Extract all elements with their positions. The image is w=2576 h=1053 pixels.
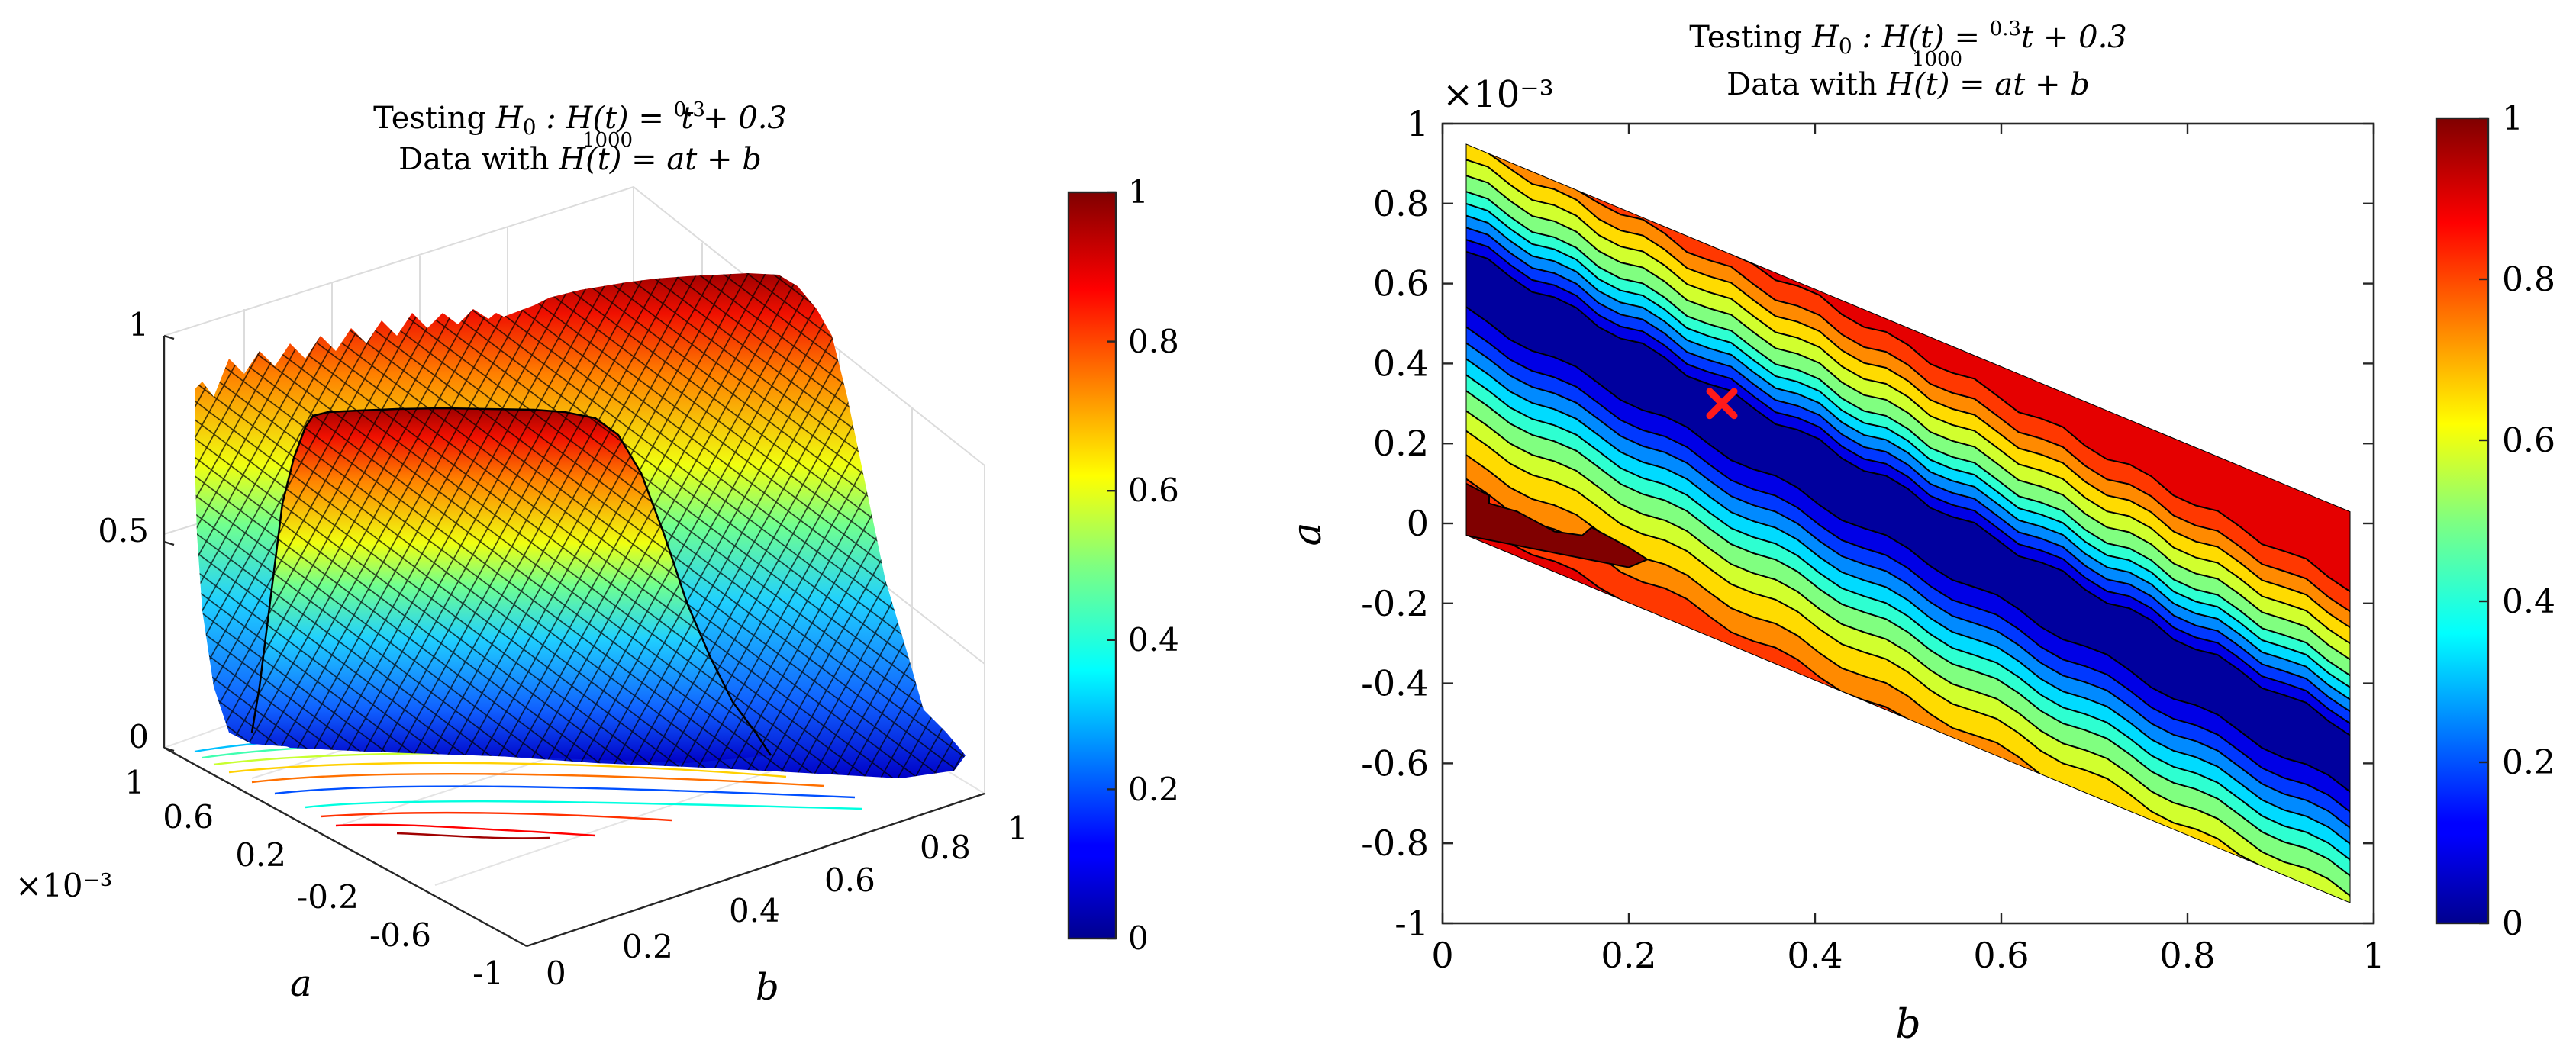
left-title-frac: 0.3	[674, 98, 705, 121]
right-b-axis-label: b	[1895, 1002, 1920, 1048]
left-a-scale-label: ×10⁻³	[15, 867, 113, 904]
left-a-tick-5: -1	[472, 955, 504, 992]
left-b-tick-0: 0	[546, 955, 566, 992]
right-title-mid: : H(t) =	[1852, 20, 1990, 55]
marker-stroke	[1706, 388, 1738, 420]
right-cbar-tick-04: 0.4	[2502, 582, 2555, 621]
left-z-ticks: 1 0.5 0	[98, 306, 149, 755]
right-cbar-tick-0: 0	[2502, 904, 2523, 943]
surface-plot: Testing H0 : H(t) = 0.3 t + 0.3 1000 Dat…	[15, 98, 1179, 1009]
left-b-axis-label: b	[756, 966, 779, 1009]
right-title-frac: 0.3	[1990, 18, 2021, 40]
y-tick-label: 0	[1407, 503, 1429, 544]
right-title-h0-sub: 0	[1839, 34, 1852, 59]
y-tick-label: 1	[1407, 103, 1429, 144]
right-title: Testing H0 : H(t) = 0.3t + 0.3 1000 Data…	[1689, 18, 2126, 102]
left-title-suffix: t + 0.3	[681, 101, 787, 136]
x-tick-label: 0.2	[1601, 935, 1656, 976]
x-tick-label: 1	[2362, 935, 2384, 976]
svg-text:Testing H0 : H(t) = 0.3 t + 0.: Testing H0 : H(t) = 0.3 t + 0.3	[373, 98, 787, 140]
left-title: Testing H0 : H(t) = 0.3 t + 0.3 1000 Dat…	[373, 98, 787, 177]
domain-mask	[1443, 124, 2374, 923]
right-title-frac-den: 1000	[1912, 48, 1962, 71]
x-tick-label: 0.8	[2159, 935, 2215, 976]
left-surface	[195, 273, 966, 778]
right-cbar-tick-08: 0.8	[2502, 260, 2555, 299]
x-tick-label: 0.4	[1787, 935, 1843, 976]
right-subtitle-expr: H(t) = at + b	[1886, 67, 2090, 102]
left-cbar-tick-0: 0	[1128, 919, 1149, 957]
right-a-scale-label: ×10⁻³	[1443, 73, 1554, 116]
y-tick-label: -0.6	[1361, 742, 1429, 784]
right-cbar-tick-02: 0.2	[2502, 743, 2555, 782]
contour-fill	[1443, 124, 2374, 923]
left-a-axis-label: a	[290, 962, 312, 1005]
svg-text:Data with H(t) = at + b: Data with H(t) = at + b	[1726, 67, 2090, 102]
right-subtitle-prefix: Data with	[1726, 67, 1887, 102]
y-tick-label: -0.2	[1361, 583, 1429, 624]
left-colorbar: 1 0.8 0.6 0.4 0.2 0	[1067, 173, 1179, 957]
left-title-frac-den: 1000	[582, 129, 633, 152]
right-colorbar: 1 0.8 0.6 0.4 0.2 0	[2435, 99, 2555, 943]
left-b-tick-2: 0.4	[729, 892, 780, 929]
left-title-mid: : H(t) =	[537, 101, 674, 136]
left-axis-lines	[163, 334, 985, 948]
left-title-prefix: Testing	[373, 101, 496, 136]
left-a-tick-4: -0.6	[369, 916, 431, 954]
left-z-tick-1: 1	[128, 306, 149, 343]
svg-text:Testing H0 : H(t) = 0.3t + 0.3: Testing H0 : H(t) = 0.3t + 0.3	[1689, 18, 2126, 59]
left-b-tick-1: 0.2	[622, 928, 673, 965]
left-a-tick-0: 1	[124, 764, 145, 801]
left-a-tick-2: 0.2	[235, 836, 286, 874]
right-cbar-tick-1: 1	[2502, 99, 2523, 138]
contour-region-max	[1465, 481, 1649, 568]
left-colorbar-gradient	[1067, 191, 1117, 940]
left-cbar-tick-04: 0.4	[1128, 621, 1179, 659]
right-cbar-tick-06: 0.6	[2502, 421, 2555, 460]
left-b-tick-5: 1	[1008, 810, 1028, 847]
y-tick-label: -0.8	[1361, 823, 1429, 864]
y-tick-label: -0.4	[1361, 663, 1429, 704]
left-b-tick-3: 0.6	[824, 861, 875, 899]
y-tick-label: -1	[1394, 903, 1429, 944]
left-title-h0: H	[495, 101, 524, 136]
y-tick-label: 0.4	[1373, 343, 1429, 384]
left-subtitle-prefix: Data with	[398, 142, 559, 177]
left-z-tick-0: 0	[128, 718, 149, 755]
y-tick-label: 0.6	[1373, 263, 1429, 304]
left-a-tick-1: 0.6	[163, 798, 214, 836]
left-z-tick-05: 0.5	[98, 512, 149, 549]
x-tick-label: 0.6	[1973, 935, 2029, 976]
left-subtitle-expr: H(t) = at + b	[558, 142, 762, 177]
right-a-axis-label: a	[1285, 522, 1330, 546]
right-title-h0: H	[1811, 20, 1839, 55]
left-b-tick-4: 0.8	[920, 829, 971, 866]
x-tick-label: 0	[1431, 935, 1453, 976]
left-cbar-tick-1: 1	[1128, 173, 1149, 211]
left-a-ticks: 1 0.6 0.2 -0.2 -0.6 -1	[124, 764, 504, 992]
left-title-h0-sub: 0	[523, 114, 537, 140]
right-colorbar-gradient	[2435, 117, 2490, 925]
left-cbar-tick-06: 0.6	[1128, 472, 1179, 509]
left-a-tick-3: -0.2	[297, 878, 359, 916]
svg-text:Data with H(t) = at + b: Data with H(t) = at + b	[398, 142, 762, 177]
y-tick-label: 0.2	[1373, 423, 1429, 464]
right-title-prefix: Testing	[1689, 20, 1812, 55]
left-cbar-tick-02: 0.2	[1128, 771, 1179, 808]
right-title-suffix: t + 0.3	[2021, 20, 2127, 55]
true-parameter-marker	[1706, 388, 1738, 420]
left-cbar-tick-08: 0.8	[1128, 323, 1179, 360]
left-b-ticks: 0 0.2 0.4 0.6 0.8 1	[546, 810, 1028, 992]
y-tick-label: 0.8	[1373, 183, 1429, 224]
right-axis-ticks: 0 0.2 0.4 0.6 0.8 1 1 0.8 0.6 0.4 0.2 0 -0.2 -0.4 -0.6…	[1361, 103, 2384, 976]
contour-plot: Testing H0 : H(t) = 0.3t + 0.3 1000 Data…	[1285, 18, 2555, 1048]
